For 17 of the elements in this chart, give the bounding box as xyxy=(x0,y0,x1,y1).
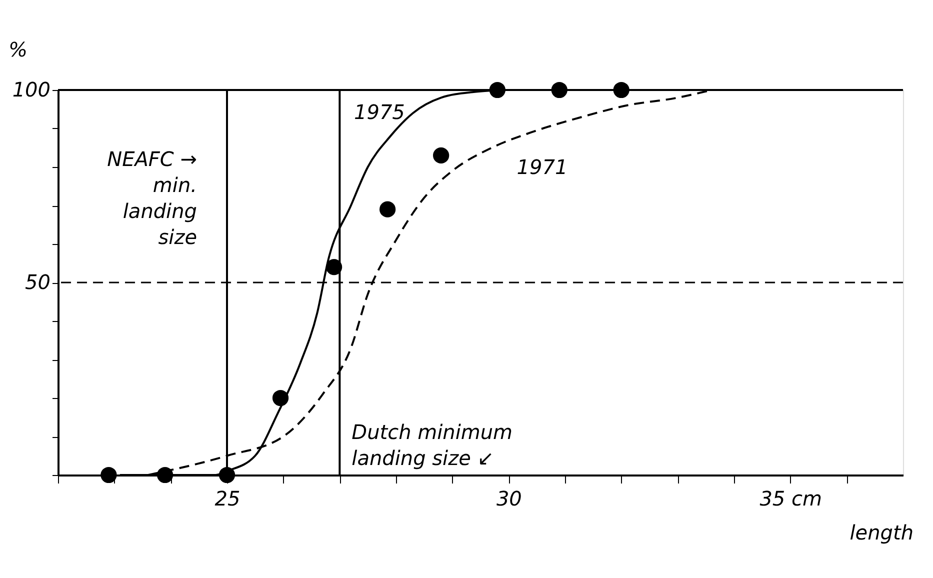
point xyxy=(218,466,236,484)
y-tick-label: 100 xyxy=(12,78,50,102)
ref-line-label: Dutch minimum landing size ↙ xyxy=(352,420,513,470)
x-tick-label: 35 cm xyxy=(760,486,822,510)
point xyxy=(100,466,117,484)
series-label: 1975 xyxy=(354,100,405,124)
series-label: 1971 xyxy=(516,154,568,179)
point xyxy=(272,390,289,406)
point xyxy=(379,201,396,218)
x-axis-title: length xyxy=(850,520,914,544)
y-axis-title: % xyxy=(8,38,28,62)
point xyxy=(433,147,450,164)
ref-line-label: NEAFC → min. landing size xyxy=(107,147,197,249)
x-tick-label: 30 xyxy=(496,486,522,510)
point xyxy=(156,466,174,484)
y-tick-label: 50 xyxy=(25,270,50,294)
x-tick-label: 25 xyxy=(214,486,240,510)
